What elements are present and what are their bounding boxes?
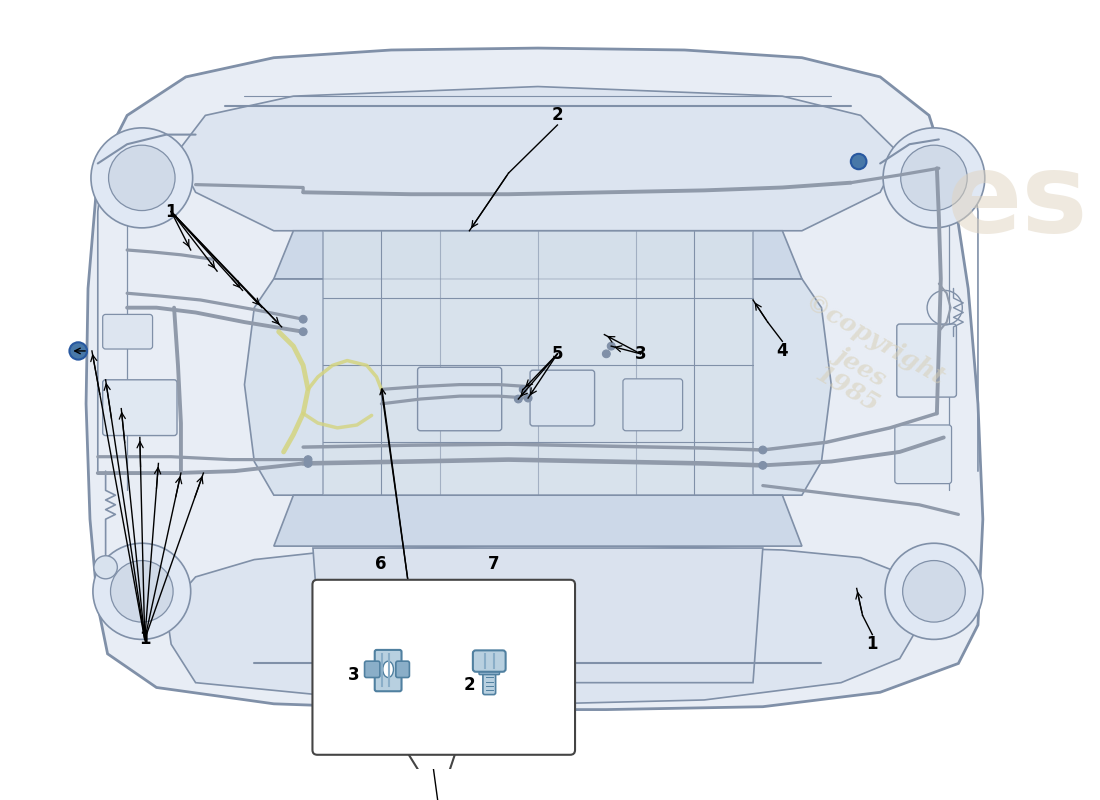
FancyBboxPatch shape	[473, 650, 506, 672]
Circle shape	[603, 350, 611, 358]
Text: 1: 1	[139, 630, 151, 648]
Text: 2: 2	[551, 106, 563, 124]
FancyBboxPatch shape	[894, 425, 952, 484]
FancyBboxPatch shape	[102, 314, 153, 349]
Polygon shape	[86, 48, 982, 710]
Circle shape	[91, 128, 192, 228]
Circle shape	[94, 556, 118, 579]
Polygon shape	[274, 230, 802, 279]
Circle shape	[886, 543, 982, 639]
Text: 2: 2	[463, 675, 475, 694]
Circle shape	[759, 462, 767, 470]
FancyBboxPatch shape	[418, 367, 502, 430]
FancyBboxPatch shape	[623, 379, 683, 430]
Circle shape	[109, 145, 175, 210]
Circle shape	[759, 446, 767, 454]
Circle shape	[519, 386, 527, 394]
Text: ©copyright
jees
1985: ©copyright jees 1985	[772, 291, 949, 439]
Polygon shape	[406, 750, 456, 800]
Circle shape	[883, 128, 984, 228]
FancyBboxPatch shape	[396, 661, 409, 678]
Text: 1: 1	[867, 635, 878, 654]
Circle shape	[850, 154, 867, 170]
FancyBboxPatch shape	[375, 650, 402, 691]
Text: 3: 3	[635, 345, 647, 363]
FancyBboxPatch shape	[483, 670, 496, 694]
Text: 6: 6	[375, 555, 386, 573]
FancyBboxPatch shape	[364, 661, 380, 678]
Circle shape	[901, 145, 967, 210]
Circle shape	[903, 561, 965, 622]
Polygon shape	[166, 546, 920, 704]
FancyBboxPatch shape	[312, 580, 575, 754]
FancyBboxPatch shape	[102, 380, 177, 435]
Text: 3: 3	[349, 666, 360, 684]
Circle shape	[304, 456, 312, 463]
Text: es: es	[946, 149, 1088, 255]
Text: 5: 5	[552, 345, 563, 363]
Circle shape	[69, 342, 87, 360]
Polygon shape	[322, 230, 754, 495]
Circle shape	[304, 459, 312, 467]
Polygon shape	[274, 495, 802, 546]
FancyBboxPatch shape	[478, 667, 499, 674]
Circle shape	[92, 543, 190, 639]
Text: 1: 1	[165, 202, 177, 221]
Circle shape	[607, 342, 615, 350]
Circle shape	[299, 315, 307, 323]
Polygon shape	[176, 86, 900, 230]
Circle shape	[110, 561, 173, 622]
Polygon shape	[312, 548, 762, 682]
Circle shape	[515, 395, 522, 403]
Circle shape	[525, 394, 532, 402]
Circle shape	[299, 328, 307, 335]
Text: 4: 4	[777, 342, 789, 360]
Ellipse shape	[383, 662, 394, 678]
Polygon shape	[244, 279, 832, 495]
Text: 7: 7	[488, 555, 501, 573]
FancyBboxPatch shape	[896, 324, 956, 397]
FancyBboxPatch shape	[530, 370, 595, 426]
